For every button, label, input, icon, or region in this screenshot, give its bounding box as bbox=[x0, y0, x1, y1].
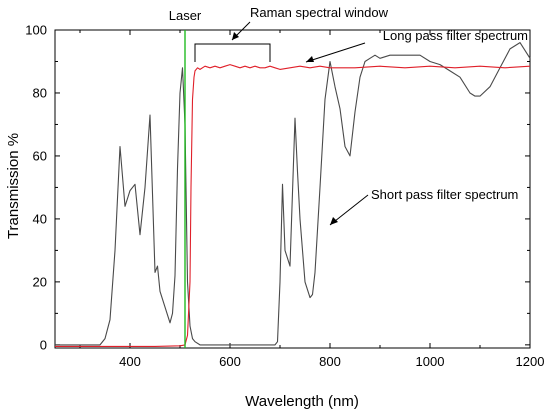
x-tick-label: 600 bbox=[219, 354, 241, 369]
x-tick-label: 1000 bbox=[416, 354, 445, 369]
laser-label: Laser bbox=[169, 8, 202, 23]
x-axis-label: Wavelength (nm) bbox=[245, 393, 359, 410]
long-pass-series-line bbox=[55, 64, 531, 347]
x-tick-label: 800 bbox=[319, 354, 341, 369]
y-axis-label: Transmission % bbox=[5, 133, 22, 239]
long-pass-label: Long pass filter spectrum bbox=[383, 28, 528, 43]
y-tick-label: 100 bbox=[25, 23, 47, 38]
raman-window-label: Raman spectral window bbox=[250, 5, 389, 20]
short-pass-arrow bbox=[329, 194, 369, 226]
y-tick-label: 40 bbox=[33, 211, 47, 226]
y-tick-label: 20 bbox=[33, 274, 47, 289]
y-tick-label: 0 bbox=[40, 337, 47, 352]
long-pass-arrowhead bbox=[306, 56, 314, 62]
x-tick-label: 1200 bbox=[516, 354, 545, 369]
long-pass-arrow bbox=[305, 42, 366, 63]
y-tick-label: 60 bbox=[33, 148, 47, 163]
raman-window-bracket bbox=[194, 43, 271, 62]
plot-frame bbox=[54, 29, 531, 349]
y-tick-label: 80 bbox=[33, 85, 47, 100]
short-pass-series-line bbox=[55, 42, 531, 346]
x-tick-label: 400 bbox=[119, 354, 141, 369]
short-pass-arrowhead bbox=[330, 217, 338, 225]
raman-window-arrowhead bbox=[232, 32, 239, 40]
short-pass-label: Short pass filter spectrum bbox=[371, 187, 518, 202]
